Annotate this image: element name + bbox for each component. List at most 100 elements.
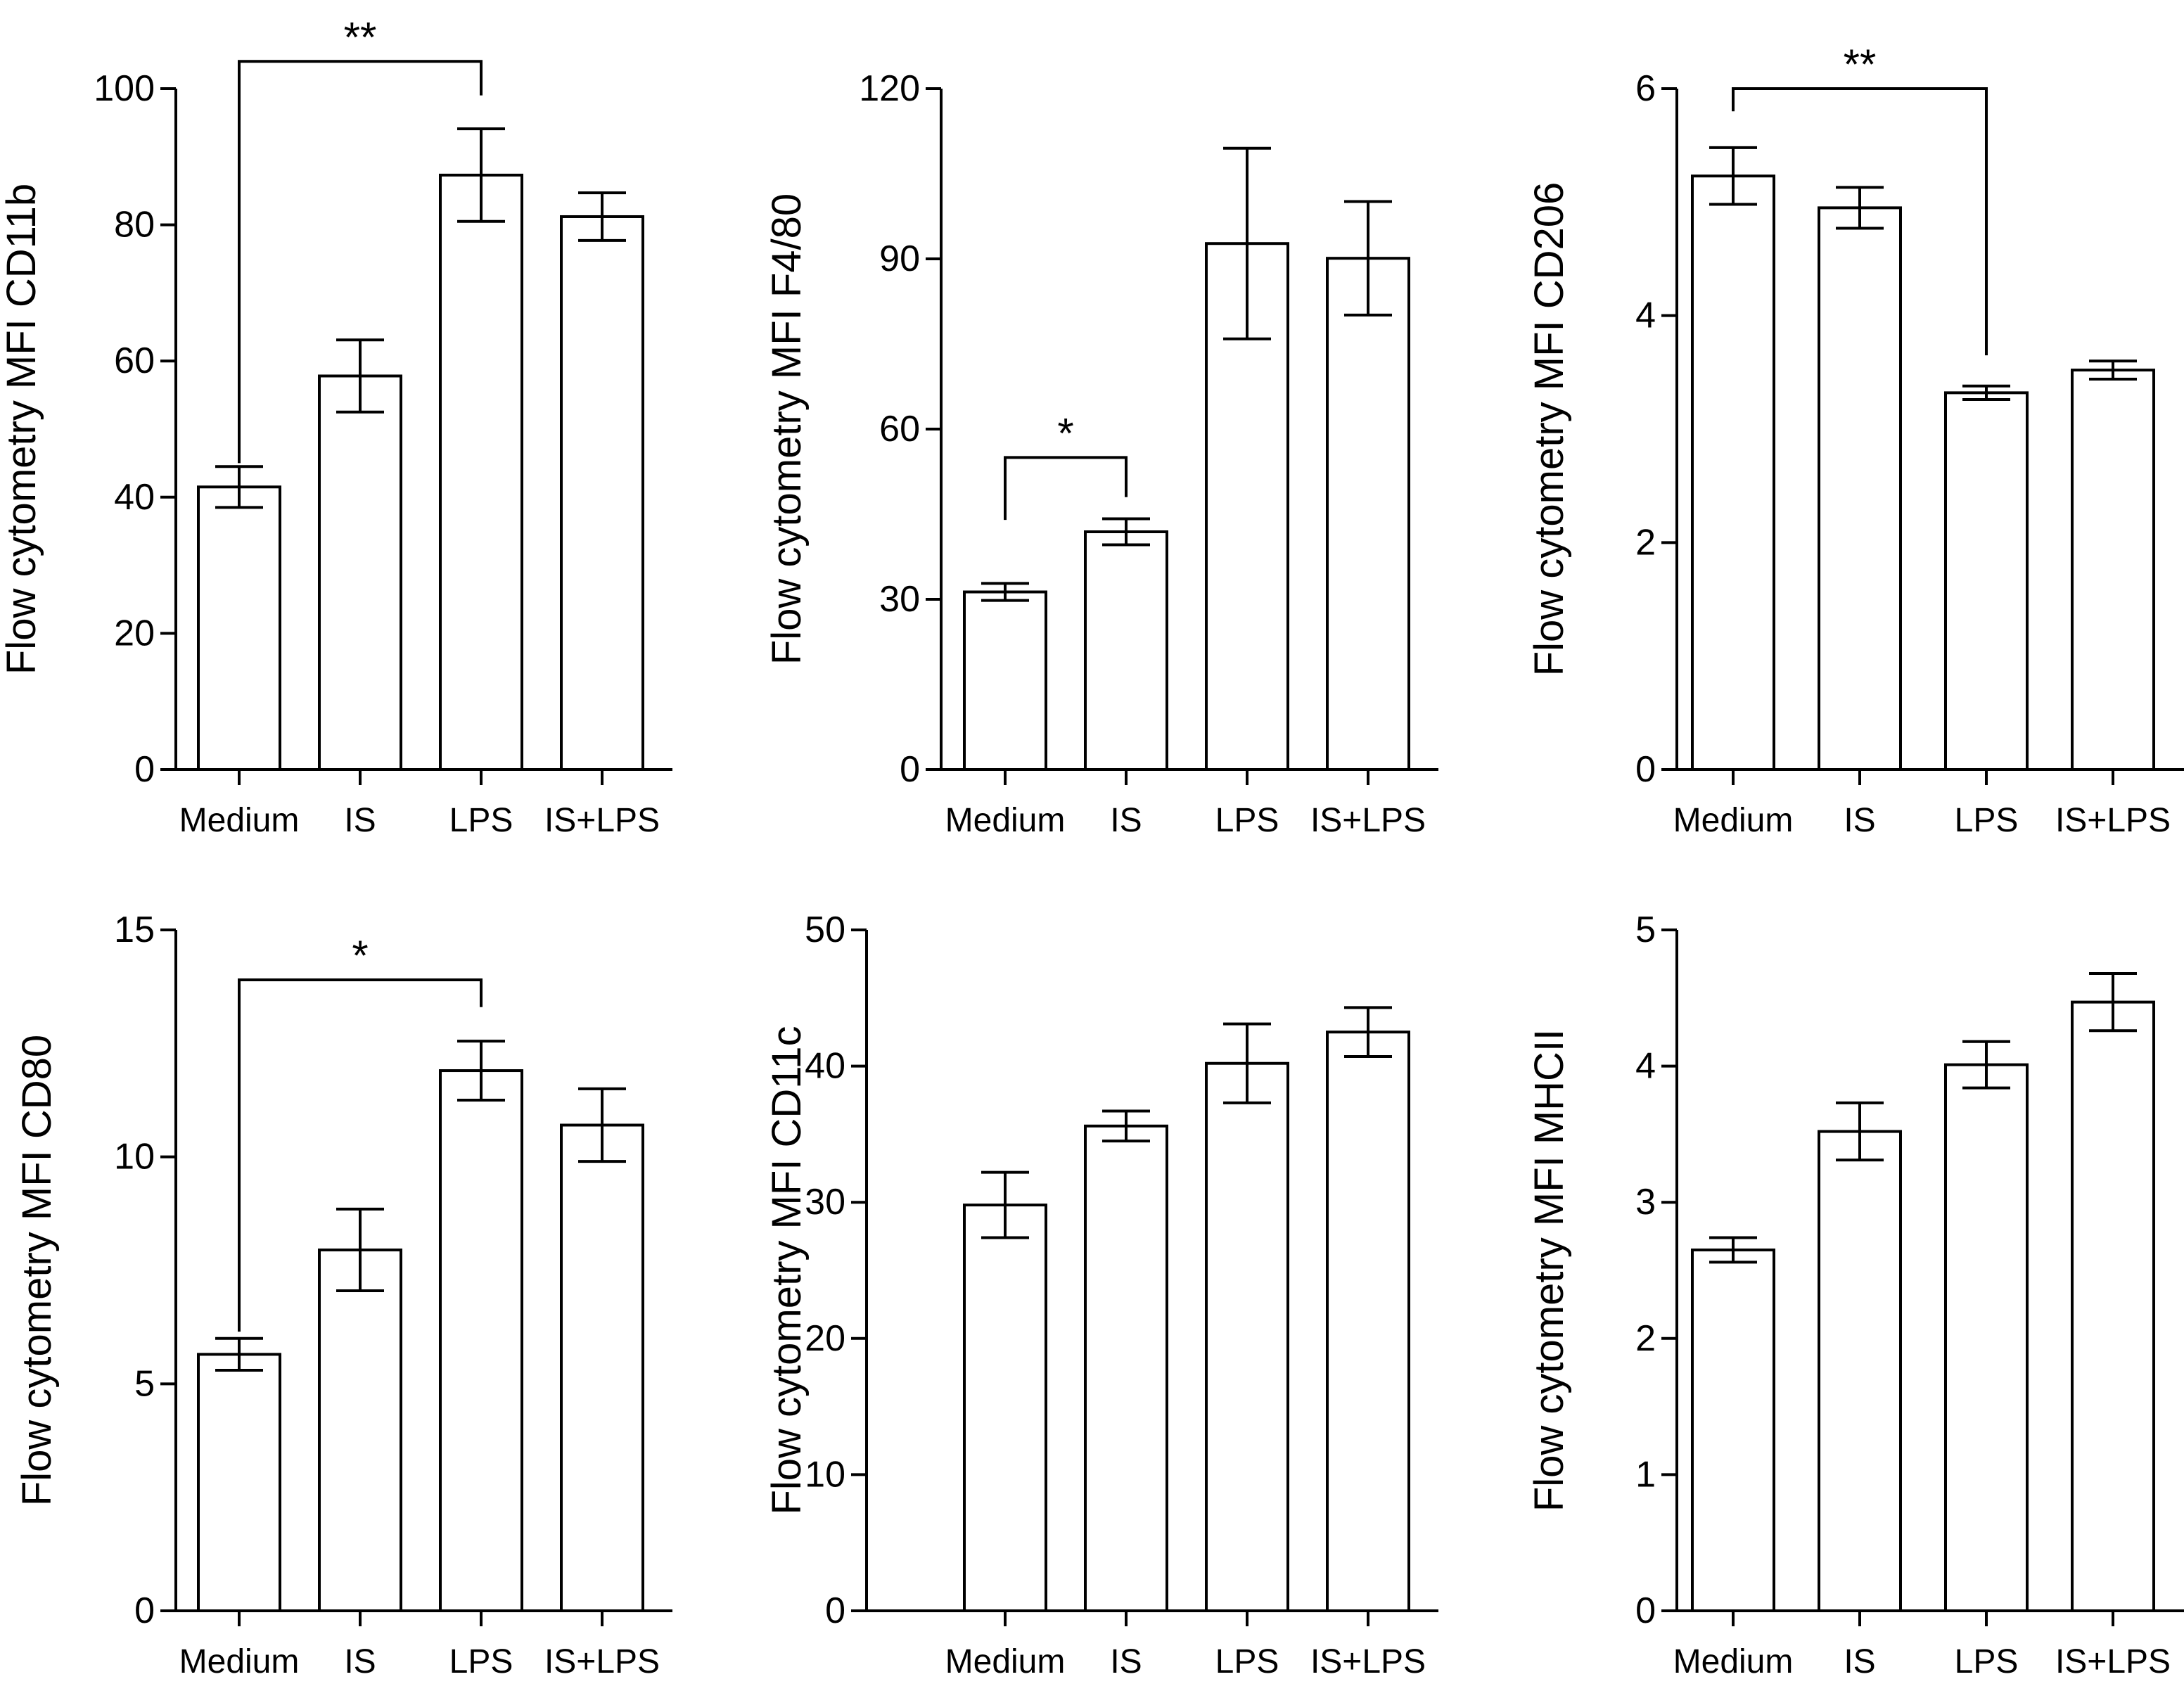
error-bar <box>457 127 505 223</box>
x-tick-label: LPS <box>1215 1643 1279 1680</box>
panel-1: 0 20 40 60 80 100 Medium IS LPS IS+LPS ** Flow cyto… <box>0 13 672 839</box>
bar-is-plus-lps <box>560 215 644 771</box>
y-tick-label: 30 <box>805 1182 845 1223</box>
y-tick-label: 15 <box>114 910 155 950</box>
significance-bracket: ** <box>1732 41 1988 356</box>
y-tick-label: 2 <box>1635 1318 1656 1359</box>
bar-is <box>1818 206 1902 771</box>
y-tick-label: 10 <box>805 1454 845 1495</box>
y-tick-label: 80 <box>114 205 155 245</box>
x-tick-label: IS <box>1110 802 1142 839</box>
y-tick-label: 0 <box>825 1590 845 1631</box>
error-bar <box>981 1170 1029 1239</box>
bar-is <box>1818 1130 1902 1612</box>
x-tick-label: IS+LPS <box>1310 802 1426 839</box>
significance-label: * <box>1057 409 1073 457</box>
bar-is-plus-lps <box>2071 369 2155 771</box>
x-tick-label: IS <box>1844 802 1875 839</box>
error-bar <box>2089 359 2137 381</box>
y-tick-label: 40 <box>114 477 155 518</box>
error-bar <box>578 191 626 242</box>
bar-lps <box>1205 1061 1289 1612</box>
y-axis-title: Flow cytometry MFI CD206 <box>1526 182 1572 677</box>
error-bar <box>336 338 384 414</box>
error-bar <box>1223 1022 1271 1104</box>
error-bar <box>1962 384 2010 402</box>
x-tick-label: LPS <box>1215 802 1279 839</box>
significance-bracket: * <box>1004 409 1128 521</box>
error-bar <box>1709 1236 1757 1264</box>
bar-is-plus-lps <box>1326 257 1410 771</box>
x-tick-label: IS+LPS <box>544 1643 660 1680</box>
error-bar <box>1344 200 1392 317</box>
y-tick-label: 0 <box>1635 1590 1656 1631</box>
bar-lps <box>439 173 523 772</box>
y-tick-label: 4 <box>1635 295 1656 336</box>
x-tick-label: Medium <box>1673 802 1794 839</box>
x-tick-label: IS+LPS <box>2055 802 2171 839</box>
y-tick-label: 90 <box>879 238 920 279</box>
x-tick-label: LPS <box>1955 802 2019 839</box>
bar-lps <box>1944 1063 2029 1612</box>
bar-is-plus-lps <box>1326 1030 1410 1612</box>
x-tick-label: Medium <box>945 802 1066 839</box>
y-tick-label: 20 <box>114 613 155 653</box>
bar-medium <box>963 590 1047 771</box>
y-axis-title: Flow cytometry MFI F4/80 <box>764 193 810 665</box>
error-bar <box>1223 146 1271 340</box>
y-tick-label: 0 <box>900 749 920 790</box>
bar-medium <box>1691 1248 1775 1612</box>
x-tick-label: Medium <box>179 802 300 839</box>
panel-3: 0 2 4 6 Medium IS LPS IS+LPS ** Flow cytometry MF… <box>1526 41 2184 839</box>
x-tick-label: IS <box>344 1643 376 1680</box>
panel-5: 0 10 20 30 40 50 Medium IS LPS IS+LPS Flow cytomet… <box>764 910 1438 1680</box>
significance-label: * <box>352 932 368 979</box>
y-tick-label: 120 <box>859 68 920 109</box>
y-tick-label: 0 <box>1635 749 1656 790</box>
error-bar <box>1102 1109 1150 1143</box>
y-tick-label: 0 <box>134 1590 155 1631</box>
y-tick-label: 1 <box>1635 1454 1656 1495</box>
x-tick-label: IS+LPS <box>544 802 660 839</box>
error-bar <box>1709 146 1757 206</box>
y-tick-label: 20 <box>805 1318 845 1359</box>
y-tick-label: 4 <box>1635 1046 1656 1087</box>
error-bar <box>1962 1040 2010 1090</box>
panel-6: 0 1 2 3 4 5 Medium IS LPS IS+LPS Flow cytometry MF… <box>1526 910 2184 1680</box>
bar-medium <box>197 1353 281 1613</box>
y-tick-label: 60 <box>114 340 155 381</box>
error-bar <box>1836 186 1884 230</box>
x-tick-label: LPS <box>1955 1643 2019 1680</box>
error-bar <box>578 1087 626 1163</box>
x-tick-label: LPS <box>449 802 513 839</box>
y-tick-label: 0 <box>134 749 155 790</box>
y-tick-label: 60 <box>879 409 920 449</box>
error-bar <box>215 1336 263 1372</box>
y-tick-label: 6 <box>1635 68 1656 109</box>
x-tick-label: IS <box>1110 1643 1142 1680</box>
x-tick-label: Medium <box>945 1643 1066 1680</box>
y-axis-title: Flow cytometry MFI CD80 <box>14 1035 60 1506</box>
panel-4: 0 5 10 15 Medium IS LPS IS+LPS * Flow cytometry M… <box>14 910 672 1680</box>
bar-is <box>318 1248 402 1612</box>
y-axis-title: Flow cytometry MFI CD11c <box>764 1026 810 1514</box>
error-bar <box>981 582 1029 602</box>
bar-medium <box>1691 174 1775 771</box>
bar-lps <box>439 1069 523 1612</box>
x-tick-label: Medium <box>1673 1643 1794 1680</box>
y-tick-label: 2 <box>1635 522 1656 563</box>
error-bar <box>457 1040 505 1102</box>
error-bar <box>336 1207 384 1293</box>
error-bar <box>2089 971 2137 1033</box>
bar-is-plus-lps <box>560 1123 644 1612</box>
x-tick-label: Medium <box>179 1643 300 1680</box>
y-tick-label: 10 <box>114 1137 155 1178</box>
bar-is <box>1084 1124 1168 1613</box>
panel-2: 0 30 60 90 120 Medium IS LPS IS+LPS * Flow cytomet… <box>764 68 1438 839</box>
bar-lps <box>1944 391 2029 771</box>
y-axis-title: Flow cytometry MFI MHCII <box>1526 1029 1572 1512</box>
bar-is <box>318 374 402 771</box>
significance-label: ** <box>1844 41 1877 88</box>
bar-medium <box>197 485 281 772</box>
